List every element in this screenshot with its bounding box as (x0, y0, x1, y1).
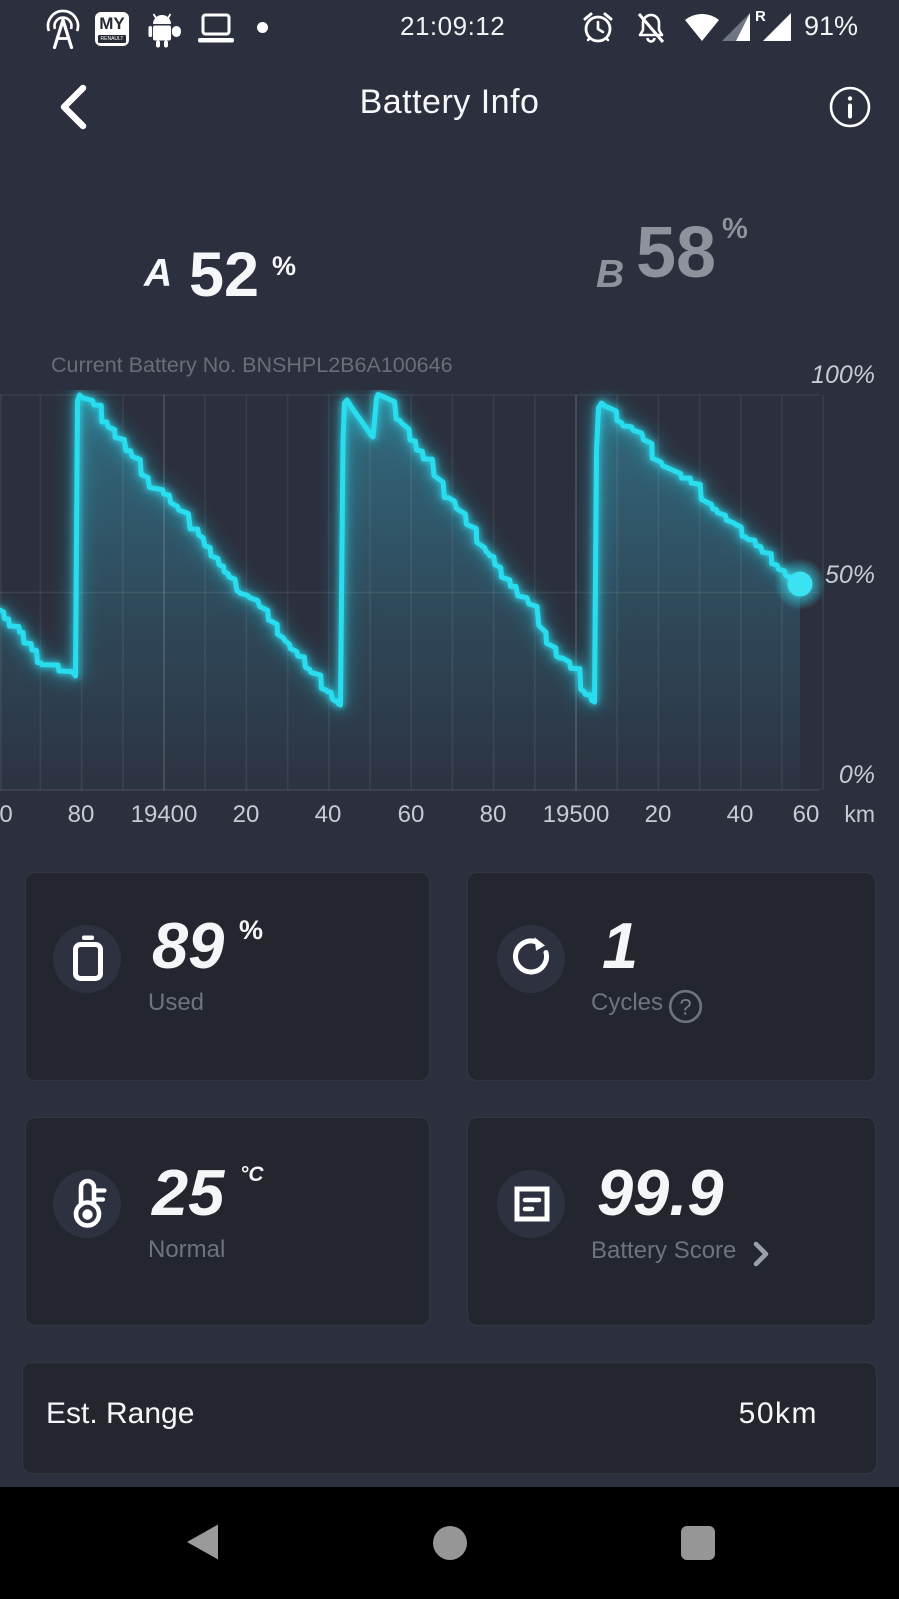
svg-text:?: ? (679, 995, 691, 1020)
